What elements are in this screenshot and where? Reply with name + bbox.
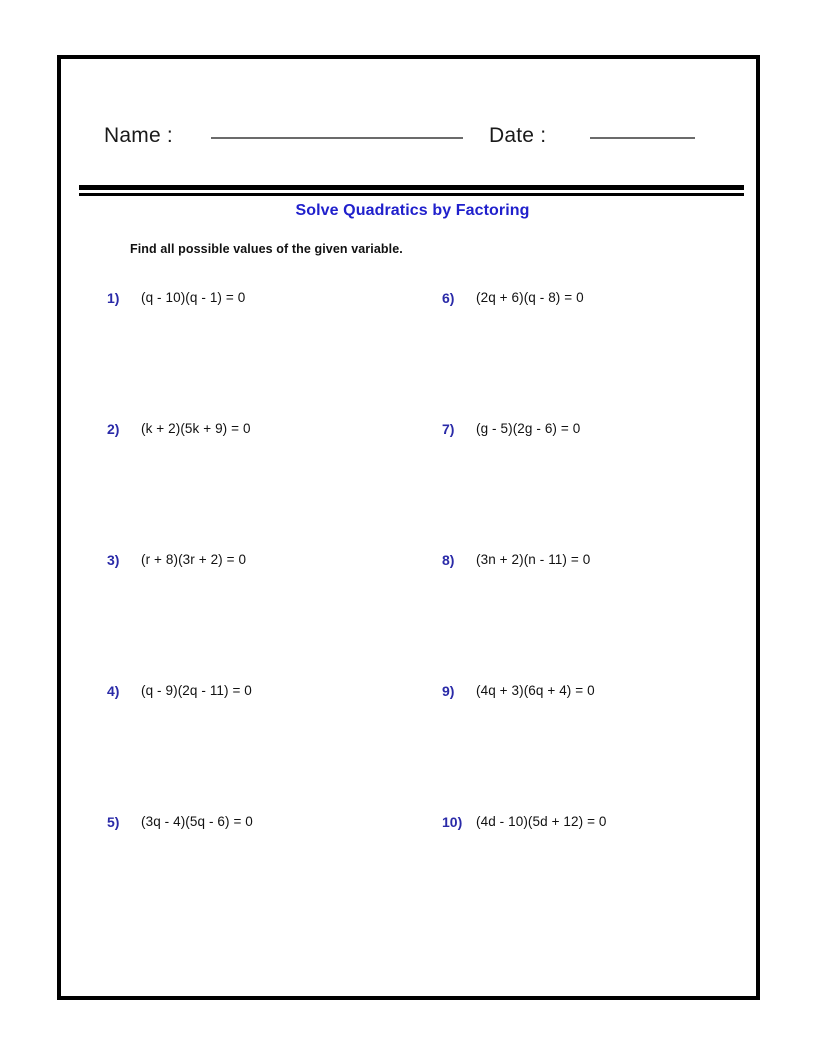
- problem-expression: (k + 2)(5k + 9) = 0: [141, 421, 251, 436]
- problem-number: 2): [107, 421, 120, 437]
- divider-thin-rule: [79, 193, 744, 196]
- divider-thick-rule: [79, 185, 744, 190]
- date-field-group: Date :: [489, 124, 696, 148]
- problem-item-3[interactable]: 3) (r + 8)(3r + 2) = 0: [107, 552, 246, 568]
- problem-item-2[interactable]: 2) (k + 2)(5k + 9) = 0: [107, 421, 251, 437]
- name-label: Name :: [104, 124, 173, 147]
- problem-expression: (r + 8)(3r + 2) = 0: [141, 552, 247, 567]
- problem-expression: (4d - 10)(5d + 12) = 0: [476, 814, 607, 829]
- problem-number: 8): [442, 552, 455, 568]
- problem-item-4[interactable]: 4) (q - 9)(2q - 11) = 0: [107, 683, 252, 699]
- name-input-line[interactable]: [210, 137, 463, 139]
- problem-item-7[interactable]: 7) (g - 5)(2g - 6) = 0: [442, 421, 580, 437]
- problem-item-8[interactable]: 8) (3n + 2)(n - 11) = 0: [442, 552, 590, 568]
- header-divider: [79, 185, 744, 197]
- problem-expression: (3q - 4)(5q - 6) = 0: [141, 814, 253, 829]
- problem-expression: (2q + 6)(q - 8) = 0: [476, 290, 584, 305]
- problem-item-6[interactable]: 6) (2q + 6)(q - 8) = 0: [442, 290, 584, 306]
- problem-expression: (q - 10)(q - 1) = 0: [141, 290, 246, 305]
- problem-expression: (3n + 2)(n - 11) = 0: [476, 552, 591, 567]
- problem-number: 5): [107, 814, 120, 830]
- date-label: Date :: [489, 124, 547, 147]
- problem-row: 1) (q - 10)(q - 1) = 0 6) (2q + 6)(q - 8…: [61, 290, 764, 421]
- problem-number: 10): [442, 814, 463, 830]
- problem-expression: (g - 5)(2g - 6) = 0: [476, 421, 581, 436]
- problem-row: 5) (3q - 4)(5q - 6) = 0 10) (4d - 10)(5d…: [61, 814, 764, 945]
- instruction-text: Find all possible values of the given va…: [130, 242, 403, 256]
- problem-item-1[interactable]: 1) (q - 10)(q - 1) = 0: [107, 290, 245, 306]
- problem-list: 1) (q - 10)(q - 1) = 0 6) (2q + 6)(q - 8…: [61, 290, 764, 945]
- problem-expression: (q - 9)(2q - 11) = 0: [141, 683, 252, 698]
- worksheet-frame: Name : Date : Solve Quadratics by Factor…: [57, 55, 760, 1000]
- problem-number: 1): [107, 290, 120, 306]
- page-title: Solve Quadratics by Factoring: [295, 202, 530, 219]
- date-input-line[interactable]: [590, 137, 696, 139]
- problem-item-5[interactable]: 5) (3q - 4)(5q - 6) = 0: [107, 814, 253, 830]
- problem-number: 7): [442, 421, 455, 437]
- problem-number: 9): [442, 683, 455, 699]
- problem-number: 4): [107, 683, 120, 699]
- problem-item-10[interactable]: 10) (4d - 10)(5d + 12) = 0: [442, 814, 607, 830]
- name-date-row: Name : Date :: [61, 124, 764, 164]
- problem-row: 3) (r + 8)(3r + 2) = 0 8) (3n + 2)(n - 1…: [61, 552, 764, 683]
- problem-row: 2) (k + 2)(5k + 9) = 0 7) (g - 5)(2g - 6…: [61, 421, 764, 552]
- problem-number: 3): [107, 552, 120, 568]
- problem-expression: (4q + 3)(6q + 4) = 0: [476, 683, 595, 698]
- name-field-group: Name :: [104, 124, 463, 148]
- problem-number: 6): [442, 290, 455, 306]
- problem-row: 4) (q - 9)(2q - 11) = 0 9) (4q + 3)(6q +…: [61, 683, 764, 814]
- problem-item-9[interactable]: 9) (4q + 3)(6q + 4) = 0: [442, 683, 595, 699]
